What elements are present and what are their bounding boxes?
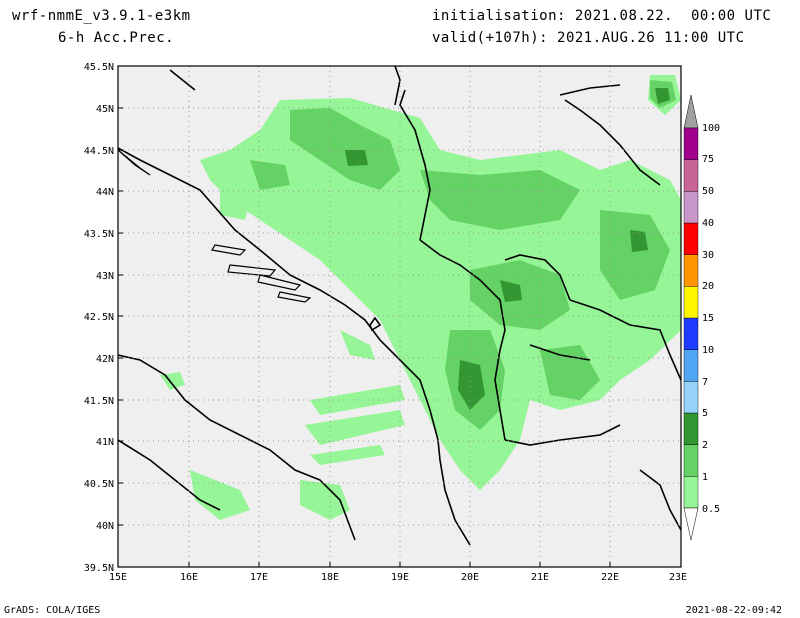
axis-ticks bbox=[117, 65, 682, 568]
lon-label: 19E bbox=[391, 572, 409, 583]
map-boundaries bbox=[118, 66, 681, 546]
legend-bottom-triangle bbox=[683, 507, 699, 541]
lat-label: 43.5N bbox=[84, 229, 114, 240]
legend-color-box bbox=[683, 191, 699, 224]
lon-label: 16E bbox=[180, 572, 198, 583]
legend-label: 100 bbox=[702, 123, 720, 134]
model-title: wrf-nmmE_v3.9.1-e3km bbox=[12, 8, 191, 24]
legend-label: 20 bbox=[702, 281, 714, 292]
legend-label: 40 bbox=[702, 218, 714, 229]
lon-label: 17E bbox=[250, 572, 268, 583]
lat-label: 42N bbox=[96, 354, 114, 365]
init-label: initialisation: bbox=[432, 8, 566, 24]
lat-label: 44N bbox=[96, 187, 114, 198]
lat-labels: 45.5N 45N 44.5N 44N 43.5N 43N 42.5N 42N … bbox=[84, 62, 114, 574]
legend-boxes bbox=[683, 127, 699, 509]
lon-label: 23E bbox=[669, 572, 687, 583]
legend-label: 1 bbox=[702, 472, 708, 483]
color-legend: 0.5 1 2 5 7 10 15 20 30 40 50 75 100 bbox=[683, 94, 720, 541]
legend-label: 50 bbox=[702, 186, 714, 197]
lon-label: 22E bbox=[601, 572, 619, 583]
legend-label: 2 bbox=[702, 440, 708, 451]
valid-line: valid(+107h): 2021.AUG.26 11:00 UTC bbox=[432, 30, 745, 46]
valid-label: valid(+107h): bbox=[432, 30, 549, 46]
islands bbox=[118, 149, 312, 303]
lon-label: 20E bbox=[461, 572, 479, 583]
legend-label: 0.5 bbox=[702, 504, 720, 515]
legend-label: 15 bbox=[702, 313, 714, 324]
legend-label: 5 bbox=[702, 408, 708, 419]
lon-label: 18E bbox=[321, 572, 339, 583]
lat-label: 42.5N bbox=[84, 312, 114, 323]
legend-label: 30 bbox=[702, 250, 714, 261]
legend-label: 7 bbox=[702, 377, 708, 388]
precip-heavy bbox=[345, 88, 670, 410]
valid-value: 2021.AUG.26 11:00 UTC bbox=[557, 30, 745, 46]
lat-label: 43N bbox=[96, 271, 114, 282]
legend-color-box bbox=[683, 127, 699, 160]
footer-timestamp: 2021-08-22-09:42 bbox=[685, 605, 782, 616]
map-grid bbox=[118, 66, 681, 567]
footer-credit: GrADS: COLA/IGES bbox=[4, 605, 101, 616]
legend-color-box bbox=[683, 444, 699, 477]
legend-top-triangle bbox=[683, 94, 699, 129]
init-value: 2021.08.22. 00:00 UTC bbox=[574, 8, 772, 24]
lat-label: 40.5N bbox=[84, 479, 114, 490]
lat-label: 39.5N bbox=[84, 563, 114, 574]
legend-labels: 0.5 1 2 5 7 10 15 20 30 40 50 75 100 bbox=[702, 123, 720, 515]
lat-label: 44.5N bbox=[84, 146, 114, 157]
legend-color-box bbox=[683, 254, 699, 287]
lat-label: 40N bbox=[96, 521, 114, 532]
legend-color-box bbox=[683, 286, 699, 319]
lon-label: 21E bbox=[531, 572, 549, 583]
legend-color-box bbox=[683, 476, 699, 509]
legend-color-box bbox=[683, 317, 699, 350]
legend-color-box bbox=[683, 381, 699, 414]
legend-color-box bbox=[683, 412, 699, 445]
lat-label: 41N bbox=[96, 437, 114, 448]
lon-label: 15E bbox=[109, 572, 127, 583]
lon-labels: 15E 16E 17E 18E 19E 20E 21E 22E 23E bbox=[109, 572, 687, 583]
legend-label: 10 bbox=[702, 345, 714, 356]
field-title: 6-h Acc.Prec. bbox=[58, 30, 175, 46]
lat-label: 41.5N bbox=[84, 396, 114, 407]
lat-label: 45.5N bbox=[84, 62, 114, 73]
legend-color-box bbox=[683, 349, 699, 382]
legend-color-box bbox=[683, 159, 699, 192]
init-line: initialisation: 2021.08.22. 00:00 UTC bbox=[432, 8, 771, 24]
legend-color-box bbox=[683, 222, 699, 255]
legend-label: 75 bbox=[702, 154, 714, 165]
lat-label: 45N bbox=[96, 104, 114, 115]
